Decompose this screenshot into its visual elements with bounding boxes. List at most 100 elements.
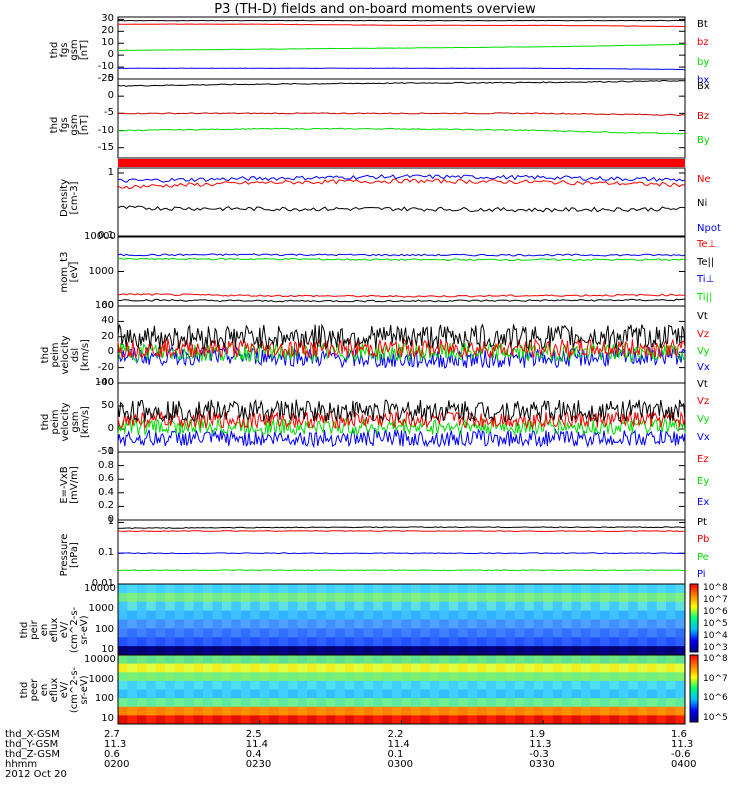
spectrogram-cell <box>552 637 563 647</box>
ytick-label: -10 <box>97 124 114 136</box>
colorbar-label: 10^8 <box>703 583 728 593</box>
spectrogram-cell <box>193 592 204 603</box>
spectrogram-cell <box>231 637 242 647</box>
spectrogram-cell <box>155 584 166 594</box>
spectrogram-cell <box>496 584 506 594</box>
spectrogram-cell <box>203 655 213 665</box>
spectrogram-cell <box>373 584 384 594</box>
spectrogram-cell <box>533 698 544 708</box>
spectrogram-cell <box>250 698 261 708</box>
spectrogram-cell <box>628 672 639 682</box>
spectrogram-cell <box>439 698 450 708</box>
spectrogram-cell <box>410 610 421 620</box>
spectrogram-cell <box>533 706 544 716</box>
spectrogram-cell <box>609 715 620 725</box>
spectrogram-cell <box>590 601 601 612</box>
spectrogram-cell <box>467 706 478 716</box>
spectrogram-cell <box>514 698 525 708</box>
spectrogram-cell <box>136 584 147 594</box>
spectrogram-cell <box>373 672 384 682</box>
colorbar-label: 10^8 <box>703 654 728 664</box>
spectrogram-cell <box>647 592 658 603</box>
spectrogram-cell <box>335 592 346 603</box>
spectrogram-cell <box>599 646 610 656</box>
spectrogram-cell <box>316 646 327 656</box>
spectrogram-cell <box>533 619 544 629</box>
spectrogram-cell <box>250 601 261 612</box>
spectrogram-cell <box>581 601 591 612</box>
ytick-label: 0.8 <box>98 459 114 471</box>
spectrogram-cell <box>184 680 195 690</box>
spectrogram-cell <box>571 698 582 708</box>
spectrogram-cell <box>354 663 365 673</box>
spectrogram-cell <box>231 655 242 665</box>
spectrogram-cell <box>599 619 610 629</box>
spectrogram-cell <box>458 689 469 699</box>
footer-value-z: 0.6 <box>104 749 120 760</box>
spectrogram-cell <box>278 646 289 656</box>
spectrogram-cell <box>496 637 506 647</box>
ytick-label: 0.1 <box>98 230 114 241</box>
spectrogram-cell <box>316 584 327 594</box>
spectrogram-cell <box>496 689 506 699</box>
spectrogram-cell <box>477 663 488 673</box>
spectrogram-cell <box>382 680 393 690</box>
legend-vx-panel-5: Vx <box>697 362 710 373</box>
spectrogram-cell <box>448 628 459 638</box>
spectrogram-cell <box>505 680 516 690</box>
spectrogram-cell <box>458 628 469 638</box>
spectrogram-cell <box>221 601 232 612</box>
legend-vt-panel-6: Vt <box>697 379 708 390</box>
spectrogram-cell <box>666 715 677 725</box>
spectrogram-cell <box>269 601 280 612</box>
spectrogram-cell <box>675 646 686 656</box>
spectrogram-cell <box>297 619 308 629</box>
spectrogram-cell <box>467 689 478 699</box>
spectrogram-cell <box>628 646 639 656</box>
spectrogram-cell <box>316 715 327 725</box>
ytick-label: 20 <box>101 25 114 37</box>
spectrogram-cell <box>599 680 610 690</box>
footer-label-x: thd_X-GSM <box>5 729 60 740</box>
spectrogram-cell <box>335 698 346 708</box>
spectrogram-cell <box>656 689 667 699</box>
spectrogram-cell <box>316 663 327 673</box>
spectrogram-cell <box>514 592 525 603</box>
spectrogram-cell <box>316 689 327 699</box>
spectrogram-cell <box>136 655 147 665</box>
spectrogram-cell <box>448 715 459 725</box>
spectrogram-cell <box>307 655 317 665</box>
footer-value-z: 0.4 <box>245 749 262 760</box>
spectrogram-cell <box>155 680 166 690</box>
spectrogram-cell <box>609 584 620 594</box>
spectrogram-cell <box>373 628 384 638</box>
spectrogram-cell <box>420 672 431 682</box>
spectrogram-cell <box>297 689 308 699</box>
spectrogram-cell <box>259 698 270 708</box>
spectrogram-cell <box>212 637 223 647</box>
spectrogram-cell <box>656 715 667 725</box>
spectrogram-cell <box>590 646 601 656</box>
spectrogram-cell <box>410 637 421 647</box>
spectrogram-cell <box>581 698 591 708</box>
spectrogram-cell <box>307 680 317 690</box>
series-line-Ni <box>117 205 686 213</box>
spectrogram-cell <box>118 706 128 716</box>
legend-ex-panel-7: Ex <box>697 497 710 508</box>
spectrogram-cell <box>174 663 185 673</box>
spectrogram-cell <box>136 663 147 673</box>
spectrogram-cell <box>363 706 374 716</box>
spectrogram-cell <box>221 592 232 603</box>
ytick-label: 40 <box>101 315 114 327</box>
spectrogram-cell <box>401 663 412 673</box>
spectrogram-cell <box>193 698 204 708</box>
spectrogram-cell <box>552 655 563 665</box>
spectrogram-cell <box>618 584 629 594</box>
spectrogram-cell <box>335 706 346 716</box>
spectrogram-cell <box>240 698 251 708</box>
footer-value-t: 0230 <box>245 759 272 770</box>
spectrogram-cell <box>514 610 525 620</box>
spectrogram-cell <box>259 680 270 690</box>
ytick-label: 0 <box>107 49 114 61</box>
spectrogram-cell <box>666 689 677 699</box>
